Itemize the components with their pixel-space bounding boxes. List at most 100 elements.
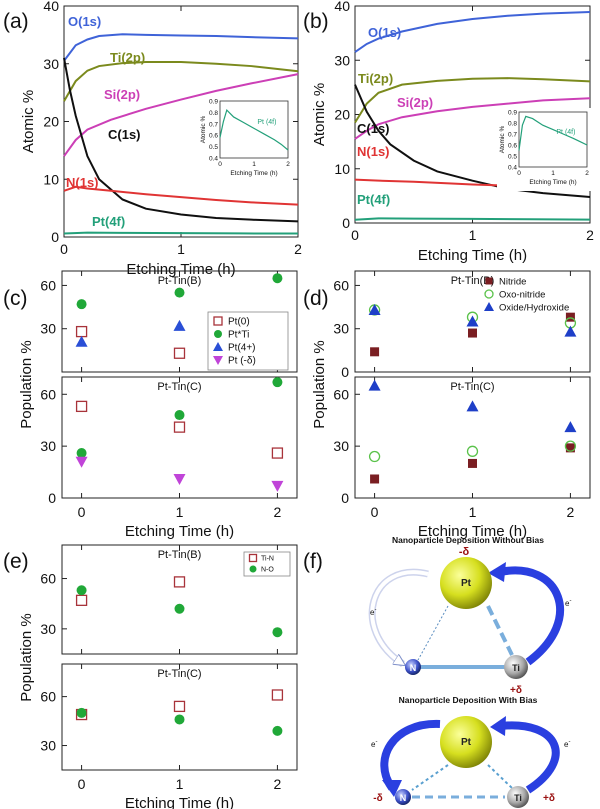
panel-c-xtick-label: 2 [274, 504, 282, 520]
panel-d-legend-marker-oxide-hydroxide [484, 302, 494, 311]
panel-a-inset-xtick-label: 0 [218, 161, 222, 168]
panel-b-ytick-label: 30 [334, 52, 350, 68]
panel-b-inset-ytick-label: 0.4 [508, 165, 517, 172]
panel-d-point-nitride [370, 474, 380, 484]
panel-a-inset-ylabel: Atomic % [200, 116, 207, 144]
panel-c-ytick-label: 60 [40, 386, 56, 402]
panel-b-ytick-label: 20 [334, 107, 350, 123]
panel-e-point-n-o [272, 627, 283, 638]
panel-a-line-o-1s [63, 33, 299, 62]
panel-d-point-oxide-hydroxide [466, 315, 479, 327]
panel-c-point-pt-ti [76, 448, 87, 459]
electron-label-top-right: e- [565, 598, 571, 608]
panel-a-inset-xlabel: Etching Time (h) [230, 170, 277, 177]
panel-d-subplot-pt-tin-b: 0 30 60 Pt-Tin(B) [333, 270, 591, 380]
pt-sphere-top [440, 557, 492, 609]
panel-a-inset-bg [198, 97, 293, 182]
bond-pt-n-bottom [411, 764, 449, 791]
panel-label-d: (d) [303, 287, 329, 310]
panel-a-series-label-n-1s: N(1s) [66, 175, 99, 190]
panel-b-series-label-n-1s: N(1s) [357, 144, 390, 159]
panel-a-ytick-label: 20 [43, 114, 59, 130]
panel-a-line-n-1s [63, 185, 299, 206]
panel-d-legend-label-oxide-hydroxide: Oxide/Hydroxide [499, 302, 569, 313]
panel-a-series-label-ti-2p: Ti(2p) [110, 50, 145, 65]
panel-a-inset-ytick-label: 0.6 [209, 133, 218, 140]
electron-arrow-ti-to-pt-top [499, 566, 565, 666]
panel-b-ytick-label: 40 [334, 0, 350, 14]
panel-d-point-oxo-nitride [564, 440, 577, 452]
ti-label-bottom: Ti [514, 793, 522, 803]
electron-arrow-pt-to-n-bottom [380, 719, 441, 791]
panel-label-b: (b) [303, 10, 329, 33]
panel-e-xlabel: Etching Time (h) [125, 795, 234, 809]
panel-d-point-nitride [565, 312, 575, 322]
panel-d-xtick-label: 0 [371, 504, 379, 520]
panel-d-point-nitride [565, 443, 575, 453]
panel-c-point-pt-ti [174, 410, 185, 421]
electron-arrowhead-pt-to-n-bottom [382, 780, 402, 797]
panel-a-xtick-label: 0 [60, 241, 68, 257]
panel-c-subplot-pt-tin-b: 30 60 Pt-Tin(B) [40, 270, 298, 373]
panel-a-series-label-o-1s: O(1s) [68, 14, 101, 29]
panel-a-xtick-label: 2 [294, 241, 302, 257]
panel-e-ytick-label: 30 [40, 621, 56, 637]
panel-a-line-si-2p [63, 73, 299, 157]
panel-d-point-nitride [468, 458, 477, 468]
panel-a-line-ti-2p [63, 61, 299, 102]
panel-c-legend-label-pt: Pt (-δ) [228, 356, 256, 367]
panel-e-point-n-o [174, 714, 185, 725]
panel-c-xlabel: Etching Time (h) [125, 523, 234, 540]
panel-a-ylabel: Atomic % [20, 90, 37, 153]
pt-sphere-bottom [440, 716, 492, 768]
electron-arrow-n-to-pt-top-core [370, 570, 429, 664]
panel-a-series-label-c-1s: C(1s) [108, 127, 141, 142]
panel-a-ytick-label: 0 [51, 229, 59, 245]
panel-e-point-n-o [272, 725, 283, 736]
panel-b-xlabel: Etching Time (h) [418, 247, 527, 264]
panel-c-point-pt-0 [75, 325, 88, 338]
panel-d-subplot-title: Pt-Tin(B) [451, 275, 495, 287]
panel-e-subplot-pt-tin-c: 30 60 Pt-Tin(C) [40, 663, 298, 771]
panel-d-ytick-label: 60 [333, 386, 349, 402]
pt-charge-neg-top: -δ [459, 546, 470, 558]
bond-pt-ti-top [486, 605, 514, 656]
panel-c-legend-label-pt-0: Pt(0) [228, 317, 250, 328]
panel-c-legend-label-pt-4: Pt(4+) [228, 343, 256, 354]
panel-label-c: (c) [3, 287, 28, 310]
panel-c-point-pt-ti [76, 299, 87, 310]
panel-e-xtick-label: 1 [176, 776, 184, 792]
panel-e-ytick-label: 30 [40, 738, 56, 754]
panel-d-point-oxo-nitride [466, 445, 479, 457]
panel-c-ytick-label: 0 [48, 490, 56, 506]
panel-c-chart: 30 60 Pt-Tin(B) 0 30 60 Pt-Tin(C) 0 1 2 Etching Ti… [18, 270, 298, 540]
electron-arrow-ti-to-pt-bottom [499, 721, 560, 794]
panel-d-chart: 0 30 60 Pt-Tin(B) 0 30 60 Pt-Tin(C) 0 1 2 Etching T… [311, 270, 591, 540]
panel-a-inset-ytick-label: 0.7 [209, 121, 218, 128]
panel-d-legend-marker-oxo-nitride [484, 289, 494, 299]
panel-c-ytick-label: 30 [40, 438, 56, 454]
panel-c-ytick-label: 30 [40, 321, 56, 337]
ti-charge-pos-bottom: +δ [543, 793, 555, 804]
panel-b-inset-line [518, 115, 588, 151]
panel-b-inset-xtick-label: 0 [517, 170, 521, 177]
panel-d-point-nitride [370, 347, 380, 357]
electron-arrowhead-ti-to-pt-top [488, 562, 506, 582]
panel-a-line-c-1s [63, 57, 299, 223]
panel-e-subplot-title: Pt-Tin(C) [157, 668, 201, 680]
panel-c-point-pt [271, 480, 284, 492]
bias-schematic: Nanoparticle Deposition Without Bias -δ … [368, 535, 571, 808]
panel-e-point-n-o [174, 603, 185, 614]
panel-c-ylabel: Population % [18, 340, 35, 428]
panel-b-inset-xtick-label: 1 [551, 170, 555, 177]
panel-c-point-pt [173, 473, 186, 485]
panel-d-point-oxide-hydroxide [368, 379, 381, 391]
panel-c-subplot-pt-tin-c: 0 30 60 Pt-Tin(C) [40, 376, 298, 506]
panel-b-ylabel: Atomic % [311, 83, 328, 146]
panel-b-series-label-o-1s: O(1s) [368, 25, 401, 40]
panel-c-point-pt-0 [173, 347, 186, 359]
panel-c-legend-marker-pt-0 [213, 316, 223, 326]
